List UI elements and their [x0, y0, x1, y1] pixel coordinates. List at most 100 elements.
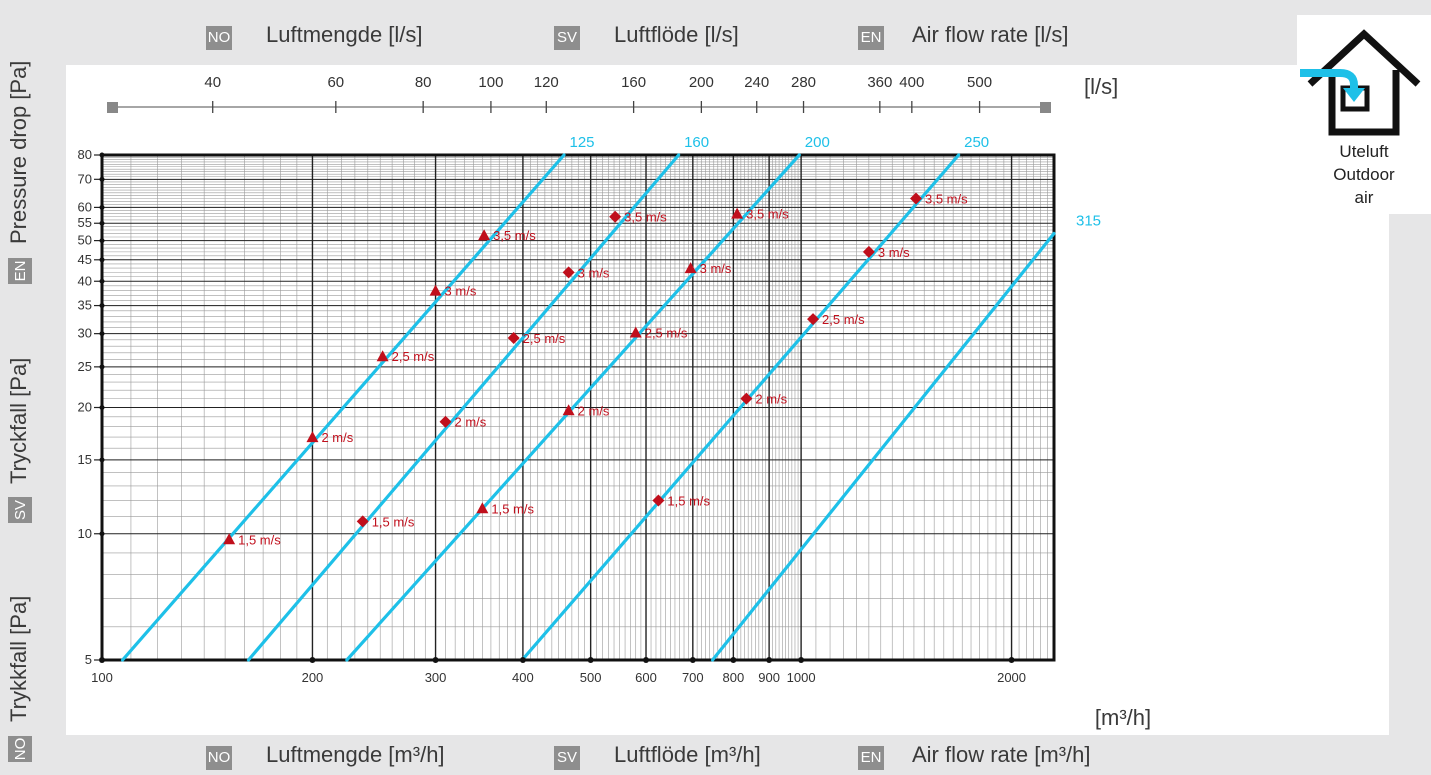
- secondary-tick-label: 80: [415, 74, 432, 91]
- y-tick-label: 5: [85, 652, 92, 667]
- x-tick-label: 500: [580, 670, 602, 685]
- label-sv-top: Luftflöde [l/s]: [614, 22, 739, 47]
- y-tick-label: 80: [78, 147, 92, 162]
- series-line-315: [710, 231, 1056, 662]
- marker-triangle: [223, 533, 236, 545]
- secondary-tick-label: 500: [967, 74, 992, 91]
- secondary-axis: 40 60 80 100 120 160 200 240 280 360 400 500 [l/s]: [107, 74, 1118, 113]
- series-line-250: [520, 153, 961, 662]
- secondary-axis-cap-right: [1040, 102, 1051, 113]
- y-tick-label: 55: [78, 215, 92, 230]
- marker-label: 3,5 m/s: [624, 210, 667, 225]
- label-no-bottom: Luftmengde [m³/h]: [266, 742, 445, 767]
- y-tick-dot: [99, 531, 105, 537]
- badge-no-left: NO: [8, 736, 32, 762]
- y-tick-dot: [99, 238, 105, 244]
- y-tick-dot: [99, 364, 105, 370]
- x-tick-dot: [587, 657, 594, 663]
- x-tick-label: 400: [512, 670, 534, 685]
- x-axis-unit: [m³/h]: [1095, 705, 1151, 730]
- y-tick-label: 60: [78, 199, 92, 214]
- secondary-tick-label: 360: [867, 74, 892, 91]
- marker-diamond: [562, 266, 575, 279]
- x-tick-dot: [519, 657, 526, 663]
- y-tick-dot: [99, 257, 105, 263]
- x-tick-dot: [643, 657, 650, 663]
- marker-diamond: [652, 494, 665, 507]
- marker-label: 2 m/s: [321, 430, 353, 445]
- marker-triangle: [376, 350, 389, 362]
- marker-diamond: [507, 331, 520, 344]
- series-label-125: 125: [570, 134, 595, 151]
- marker-label: 3 m/s: [878, 245, 910, 260]
- label-en-top: Air flow rate [l/s]: [912, 22, 1069, 47]
- marker-label: 2 m/s: [755, 392, 787, 407]
- marker-label: 3 m/s: [700, 261, 732, 276]
- y-tick-label: 40: [78, 273, 92, 288]
- x-tick-dot: [798, 657, 805, 663]
- marker-diamond: [609, 210, 622, 223]
- secondary-tick-label: 60: [327, 74, 344, 91]
- x-tick-label: 700: [682, 670, 704, 685]
- y-tick-dot: [99, 220, 105, 226]
- y-tick-dot: [99, 278, 105, 284]
- marker-triangle: [629, 326, 642, 338]
- marker-diamond: [807, 313, 820, 326]
- grid: [100, 153, 1056, 662]
- tick-labels: 100 200 300 400 500 600 700 800 900 1000 2000 [m³/h…: [78, 147, 1152, 730]
- house-line3: air: [1355, 188, 1374, 207]
- badge-en-left: EN: [8, 258, 32, 284]
- series-lines: 125 160 200 250 315: [120, 134, 1101, 662]
- y-tick-dot: [99, 176, 105, 182]
- marker-label: 1,5 m/s: [491, 501, 534, 516]
- x-tick-dot: [309, 657, 316, 663]
- x-tick-label: 300: [425, 670, 447, 685]
- secondary-tick-label: 120: [534, 74, 559, 91]
- series-line-125: [120, 153, 566, 662]
- badge-en-top: EN: [858, 26, 884, 50]
- x-tick-dot: [766, 657, 773, 663]
- x-tick-label: 900: [758, 670, 780, 685]
- marker-triangle: [478, 229, 491, 241]
- x-tick-dot: [1008, 657, 1015, 663]
- secondary-axis-unit: [l/s]: [1084, 74, 1118, 99]
- marker-triangle: [476, 502, 489, 514]
- label-sv-bottom: Luftflöde [m³/h]: [614, 742, 761, 767]
- series-label-315: 315: [1076, 212, 1101, 229]
- marker-label: 1,5 m/s: [238, 532, 281, 547]
- secondary-tick-label: 240: [744, 74, 769, 91]
- label-sv-left: Tryckfall [Pa]: [6, 357, 31, 484]
- x-tick-label: 1000: [787, 670, 816, 685]
- marker-label: 2,5 m/s: [392, 349, 435, 364]
- house-icon: Uteluft Outdoor air: [1300, 29, 1421, 207]
- marker-label: 3 m/s: [578, 265, 610, 280]
- marker-label: 3 m/s: [445, 284, 477, 299]
- label-no-top: Luftmengde [l/s]: [266, 22, 423, 47]
- series-line-200: [345, 153, 801, 662]
- badge-sv-top: SV: [554, 26, 580, 50]
- secondary-tick-label: 400: [899, 74, 924, 91]
- marker-label: 3,5 m/s: [493, 228, 536, 243]
- y-tick-dot: [99, 405, 105, 410]
- series-label-160: 160: [684, 134, 709, 151]
- marker-triangle: [306, 431, 319, 443]
- marker-label: 2,5 m/s: [822, 312, 865, 327]
- series-line-160: [246, 153, 681, 662]
- y-tick-dot: [99, 657, 105, 663]
- secondary-tick-label: 100: [478, 74, 503, 91]
- marker-diamond: [356, 515, 369, 528]
- house-line2: Outdoor: [1333, 165, 1395, 184]
- marker-label: 3,5 m/s: [925, 192, 968, 207]
- marker-label: 1,5 m/s: [372, 514, 415, 529]
- x-tick-dot: [689, 657, 696, 663]
- label-en-bottom: Air flow rate [m³/h]: [912, 742, 1091, 767]
- marker-diamond: [910, 192, 923, 205]
- marker-triangle: [562, 404, 575, 416]
- series-label-250: 250: [964, 134, 989, 151]
- x-tick-dot: [432, 657, 439, 663]
- marker-diamond: [740, 392, 753, 405]
- y-tick-label: 50: [78, 233, 92, 248]
- marker-triangle: [429, 284, 442, 296]
- y-tick-dot: [99, 204, 105, 210]
